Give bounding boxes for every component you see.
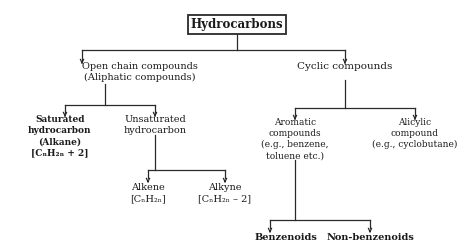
Text: Alicylic
compound
(e.g., cyclobutane): Alicylic compound (e.g., cyclobutane) [372,118,458,149]
Text: Open chain compounds
(Aliphatic compounds): Open chain compounds (Aliphatic compound… [82,62,198,82]
Text: Alkyne
[CₙH₂ₙ – 2]: Alkyne [CₙH₂ₙ – 2] [199,183,252,203]
Text: Alkene
[CₙH₂ₙ]: Alkene [CₙH₂ₙ] [130,183,166,203]
Text: Non-benzenoids: Non-benzenoids [326,233,414,242]
Text: Unsaturated
hydrocarbon: Unsaturated hydrocarbon [124,115,186,135]
Text: Saturated
hydrocarbon
(Alkane)
[CₙH₂ₙ + 2]: Saturated hydrocarbon (Alkane) [CₙH₂ₙ + … [28,115,91,157]
Text: Benzenoids: Benzenoids [255,233,318,242]
Text: Cyclic compounds: Cyclic compounds [297,62,392,71]
Text: Hydrocarbons: Hydrocarbons [191,18,283,31]
Text: Aromatic
compounds
(e.g., benzene,
toluene etc.): Aromatic compounds (e.g., benzene, tolue… [261,118,329,160]
